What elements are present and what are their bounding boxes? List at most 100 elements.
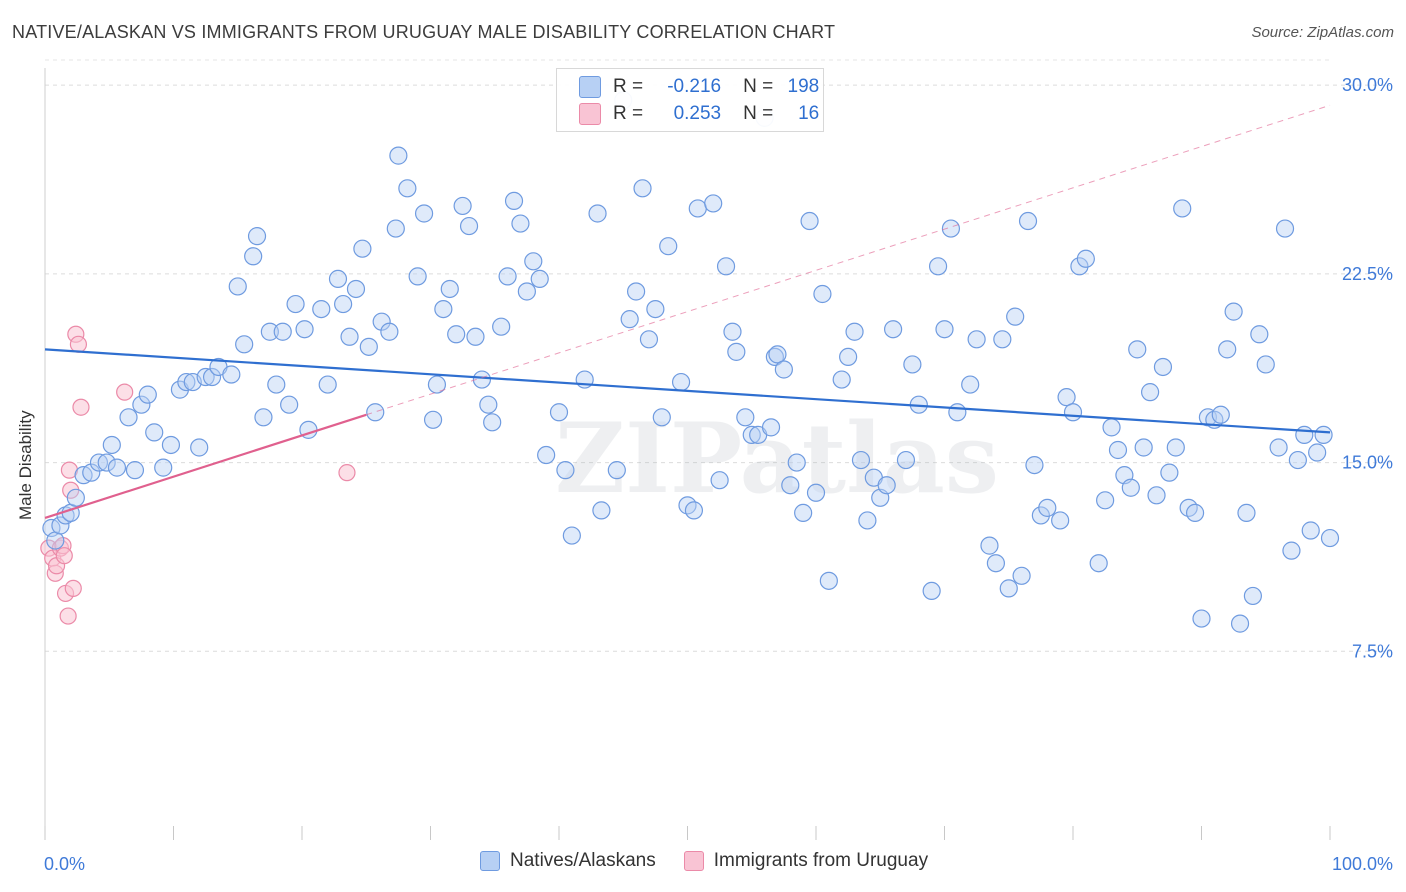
natives-point (1185, 503, 1205, 523)
natives-point (1243, 586, 1263, 606)
watermark: ZIPatlas (555, 402, 999, 515)
natives-point (1051, 511, 1070, 530)
natives-point (659, 237, 678, 256)
natives-point (1063, 403, 1083, 422)
natives-swatch (579, 76, 601, 98)
natives-point (273, 322, 292, 341)
natives-point (1070, 257, 1089, 276)
trend-lines (44, 104, 1331, 519)
natives-point (1230, 614, 1250, 633)
natives-point (1108, 440, 1128, 460)
natives-point (607, 461, 626, 480)
natives-point (366, 403, 385, 422)
natives-point (813, 284, 832, 304)
natives-point (1224, 302, 1243, 321)
natives-point (761, 418, 781, 437)
natives-point (1031, 506, 1050, 525)
natives-point (1102, 418, 1121, 437)
natives-point (190, 438, 209, 457)
natives-point (389, 146, 408, 165)
uruguay-n-value: 16 (798, 103, 820, 124)
natives-point (845, 322, 864, 341)
natives-point (1282, 541, 1301, 560)
natives-point (1269, 438, 1288, 457)
x-tick-label-max: 100.0% (1332, 854, 1393, 874)
natives-point (517, 282, 536, 301)
uruguay-point (116, 383, 134, 401)
natives-point (423, 410, 443, 429)
natives-point (1128, 340, 1147, 359)
natives-point (723, 322, 742, 341)
natives-point (537, 445, 556, 465)
natives-point (328, 269, 348, 289)
natives-point (453, 196, 472, 216)
y-tick-label: 15.0% (1342, 453, 1393, 473)
natives-point (1140, 383, 1160, 402)
natives-point (334, 294, 353, 314)
natives-point (440, 279, 459, 299)
natives-point (742, 425, 761, 445)
legend-label-natives: Natives/Alaskans (510, 850, 656, 871)
natives-point (530, 269, 549, 289)
natives-point (556, 461, 575, 480)
natives-point (286, 294, 305, 314)
natives-point (1121, 478, 1140, 497)
series-natives (42, 91, 1340, 633)
natives-point (1076, 249, 1095, 268)
uruguay-point (59, 607, 77, 625)
legend-item-natives[interactable]: Natives/Alaskans (480, 850, 656, 872)
natives-point (498, 267, 517, 286)
natives-point (562, 526, 581, 545)
natives-point (1173, 199, 1192, 218)
natives-point (1256, 355, 1275, 374)
natives-point (1250, 325, 1269, 344)
natives-point (781, 476, 800, 495)
natives-point (819, 571, 838, 590)
natives-point (511, 214, 530, 233)
uruguay-point (338, 464, 356, 482)
natives-point (1308, 443, 1327, 462)
uruguay-point (55, 547, 73, 565)
watermark-zip: ZIPatlas (555, 402, 999, 515)
legend-swatch-uruguay (683, 851, 704, 871)
legend-item-uruguay[interactable]: Immigrants from Uruguay (683, 850, 928, 872)
natives-point (806, 483, 826, 502)
natives-point (51, 516, 70, 535)
y-axis-label: Male Disability (16, 410, 35, 520)
natives-point (479, 395, 498, 414)
natives-point (633, 179, 652, 198)
natives-point (961, 375, 980, 394)
natives-point (161, 435, 181, 455)
n-label: N = (743, 76, 774, 97)
natives-point (620, 310, 639, 329)
natives-point (434, 299, 453, 319)
natives-point (398, 179, 417, 198)
natives-point (727, 342, 746, 361)
y-tick-label: 7.5% (1352, 641, 1393, 661)
natives-point (244, 247, 263, 266)
natives-point (922, 581, 941, 601)
natives-point (260, 322, 279, 341)
natives-point (235, 335, 254, 354)
natives-point (1096, 491, 1115, 510)
natives-point (408, 267, 427, 286)
natives-point (646, 299, 665, 319)
natives-point (254, 408, 273, 427)
natives-point (107, 458, 127, 477)
natives-point (896, 450, 916, 470)
natives-point (688, 199, 707, 218)
natives-point (652, 408, 671, 427)
uruguay-point (72, 398, 90, 416)
natives-point (1211, 405, 1230, 424)
natives-point (851, 450, 871, 470)
natives-point (222, 365, 241, 384)
natives-point (504, 191, 524, 211)
natives-point (941, 219, 961, 238)
stats-box: R = -0.216 N = 198 R = 0.253 N = 16 (556, 68, 824, 132)
natives-point (1006, 307, 1025, 326)
natives-point (138, 385, 157, 404)
natives-point (1237, 503, 1256, 523)
natives-n-value: 198 (787, 76, 820, 97)
natives-point (592, 501, 611, 520)
